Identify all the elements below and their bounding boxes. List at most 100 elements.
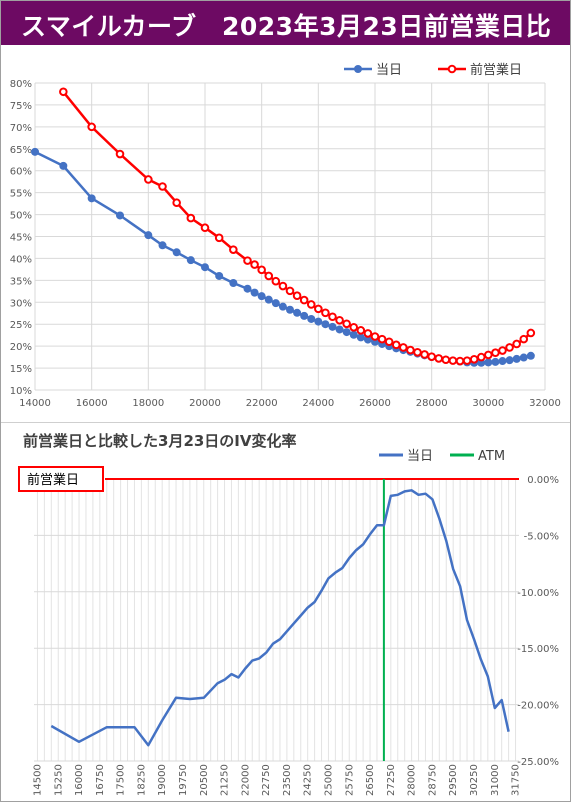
bottom-legend: 当日 ATM bbox=[379, 449, 505, 464]
top-prev-point bbox=[314, 304, 323, 314]
bottom-x-tick-label: 31750 bbox=[511, 764, 522, 796]
top-y-tick-label: 20% bbox=[10, 342, 32, 353]
top-today-point bbox=[215, 271, 224, 280]
top-legend-marker bbox=[354, 65, 362, 73]
top-prev-point bbox=[214, 233, 224, 243]
top-today-point bbox=[328, 322, 337, 331]
bottom-y-axis: 0.00% -5.00% -10.00% -15.00% -20.00% -25.00% bbox=[517, 475, 559, 768]
top-today-point bbox=[271, 299, 280, 308]
bottom-y-tick-label: -15.00% bbox=[517, 644, 559, 655]
bottom-x-tick-label: 24250 bbox=[303, 764, 314, 796]
top-prev-point bbox=[321, 308, 330, 318]
top-y-tick-label: 40% bbox=[10, 254, 32, 265]
top-prev-point bbox=[278, 281, 288, 291]
top-today-point bbox=[321, 320, 330, 329]
top-today-point bbox=[363, 335, 372, 344]
iv-change-title: 前営業日と比較した3月23日のIV変化率 bbox=[23, 432, 297, 450]
top-prev-point bbox=[526, 328, 536, 338]
bottom-x-tick-label: 25000 bbox=[323, 764, 334, 796]
top-prev-point bbox=[243, 256, 252, 265]
top-prev-point bbox=[448, 356, 458, 365]
bottom-x-tick-label: 23500 bbox=[282, 764, 293, 796]
top-series-line-1 bbox=[62, 91, 532, 363]
top-y-tick-label: 55% bbox=[10, 189, 32, 200]
page-title: スマイルカーブ 2023年3月23日前営業日比 bbox=[21, 12, 552, 41]
top-prev-point bbox=[498, 346, 507, 355]
top-today-point bbox=[229, 278, 238, 287]
top-prev-point bbox=[292, 291, 302, 301]
bottom-y-tick-label: -25.00% bbox=[517, 757, 559, 768]
top-today-point bbox=[342, 328, 351, 337]
top-today-point bbox=[512, 354, 521, 363]
top-today-point bbox=[484, 358, 493, 367]
bottom-legend-label-today: 当日 bbox=[407, 449, 433, 464]
bottom-y-tick-label: -20.00% bbox=[517, 701, 559, 712]
top-prev-point bbox=[363, 329, 373, 338]
top-prev-point bbox=[186, 213, 196, 223]
bottom-x-tick-label: 16750 bbox=[95, 764, 106, 796]
bottom-y-tick-label: -10.00% bbox=[517, 588, 559, 599]
prev-day-label: 前営業日 bbox=[27, 472, 79, 488]
top-series bbox=[31, 87, 536, 367]
top-today-point bbox=[158, 241, 167, 250]
top-y-tick-label: 50% bbox=[10, 211, 32, 222]
top-today-point bbox=[257, 292, 266, 301]
bottom-y-tick-label: 0.00% bbox=[527, 475, 559, 486]
top-today-point bbox=[300, 311, 309, 320]
top-x-tick-label: 28000 bbox=[416, 398, 448, 409]
bottom-x-tick-label: 19750 bbox=[178, 764, 189, 796]
top-series-line-0 bbox=[34, 150, 532, 365]
top-x-axis: 14000 16000 18000 20000 22000 24000 26000 28000… bbox=[19, 398, 561, 409]
top-prev-point bbox=[229, 245, 238, 254]
top-prev-point bbox=[455, 356, 465, 366]
top-y-axis: 10% 15% 20% 25% 30% 35% 40% 45% 50% 55% 60% 65% 70% 7… bbox=[10, 79, 32, 397]
top-today-point bbox=[59, 161, 68, 170]
top-prev-point bbox=[172, 198, 181, 208]
bottom-x-tick-label: 14500 bbox=[32, 764, 43, 796]
top-today-point bbox=[491, 357, 500, 366]
bottom-x-tick-label: 18250 bbox=[136, 764, 147, 796]
top-x-tick-label: 16000 bbox=[76, 398, 108, 409]
top-prev-point bbox=[306, 300, 316, 309]
top-x-tick-label: 22000 bbox=[246, 398, 278, 409]
smile-curve-chart: 14000 16000 18000 20000 22000 24000 26000 28000… bbox=[10, 62, 561, 409]
bottom-x-tick-label: 15250 bbox=[53, 764, 64, 796]
top-today-point bbox=[144, 231, 153, 240]
top-y-tick-label: 70% bbox=[10, 123, 32, 134]
top-prev-point bbox=[441, 355, 451, 365]
top-legend-marker bbox=[447, 64, 457, 74]
top-today-point bbox=[201, 263, 209, 272]
top-prev-point bbox=[505, 343, 514, 352]
top-prev-point bbox=[377, 334, 387, 344]
top-today-point bbox=[264, 295, 273, 304]
top-today-point bbox=[243, 284, 252, 293]
bottom-y-tick-label: -5.00% bbox=[524, 531, 559, 542]
top-prev-point bbox=[427, 352, 436, 361]
top-prev-point bbox=[519, 334, 529, 344]
bottom-x-tick-label: 22750 bbox=[261, 764, 272, 796]
top-today-point bbox=[186, 256, 195, 265]
top-today-point bbox=[349, 330, 358, 339]
bottom-x-tick-label: 22000 bbox=[240, 764, 251, 796]
top-today-point bbox=[519, 353, 528, 362]
top-x-tick-label: 20000 bbox=[189, 398, 221, 409]
bottom-series: 前営業日 bbox=[18, 466, 519, 761]
top-x-tick-label: 30000 bbox=[472, 398, 504, 409]
top-x-tick-label: 32000 bbox=[529, 398, 561, 409]
top-prev-point bbox=[158, 182, 167, 191]
top-prev-point bbox=[469, 355, 479, 364]
top-prev-point bbox=[59, 87, 68, 97]
top-y-tick-label: 35% bbox=[10, 276, 32, 287]
top-legend-label: 前営業日 bbox=[470, 62, 522, 78]
top-today-point bbox=[116, 211, 124, 220]
top-prev-point bbox=[200, 223, 210, 233]
top-prev-point bbox=[349, 322, 359, 332]
top-prev-point bbox=[285, 286, 295, 296]
bottom-grid bbox=[34, 479, 519, 762]
bottom-x-axis: 14500 15250 16000 16750 17500 18250 19000 19750… bbox=[32, 764, 521, 796]
bottom-series-line-0 bbox=[50, 489, 510, 747]
bottom-x-tick-label: 29500 bbox=[448, 764, 459, 796]
top-y-tick-label: 10% bbox=[10, 386, 32, 397]
top-today-point bbox=[314, 317, 323, 326]
bottom-x-tick-label: 28750 bbox=[427, 764, 438, 796]
